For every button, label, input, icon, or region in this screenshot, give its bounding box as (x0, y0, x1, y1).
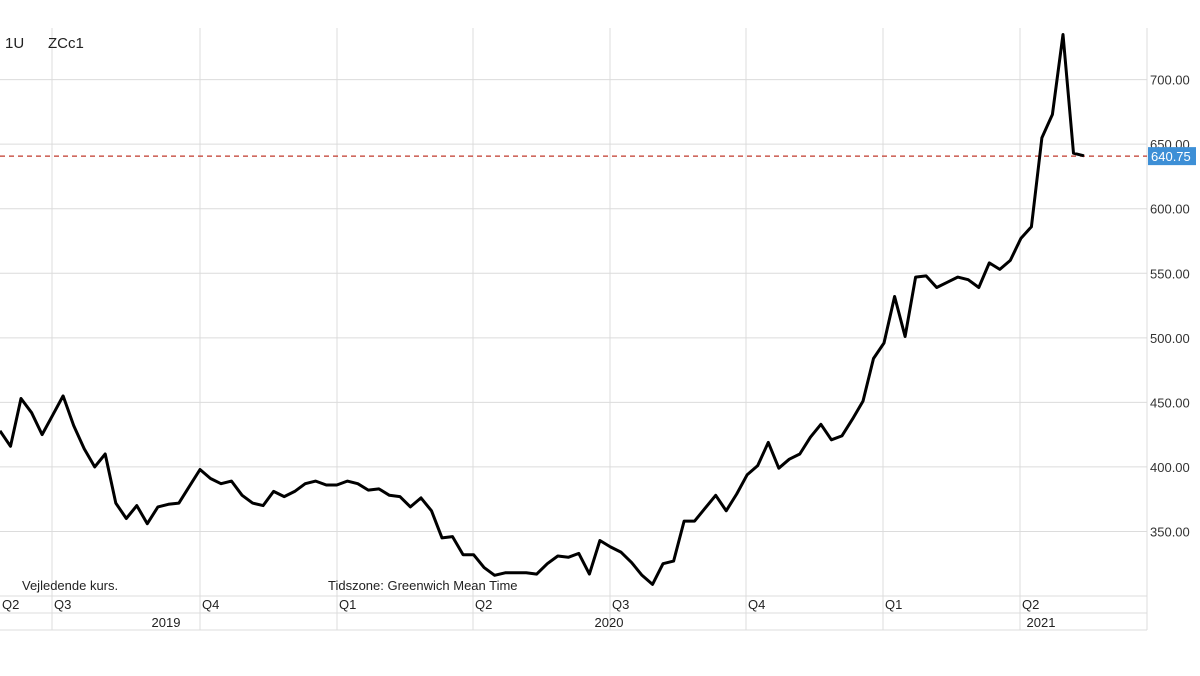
x-quarter-label: Q1 (885, 597, 902, 612)
x-year-label: 2020 (595, 615, 624, 630)
y-tick-label: 450.00 (1150, 395, 1190, 410)
horizontal-gridlines (0, 79, 1147, 532)
x-quarter-label: Q2 (1022, 597, 1039, 612)
x-quarter-label: Q3 (54, 597, 71, 612)
y-axis-ticks: 350.00400.00450.00500.00550.00600.00650.… (1150, 73, 1190, 540)
current-price-tag: 640.75 (1148, 147, 1196, 166)
interval-label[interactable]: 1U (5, 35, 24, 52)
y-tick-label: 700.00 (1150, 73, 1190, 88)
x-quarter-label: Q2 (475, 597, 492, 612)
series-line (0, 33, 1085, 586)
current-price-label: 640.75 (1151, 149, 1191, 164)
symbol-label[interactable]: ZCc1 (48, 35, 84, 52)
x-year-label: 2019 (152, 615, 181, 630)
x-quarter-label: Q4 (202, 597, 219, 612)
current-price-tag-bg (1148, 147, 1196, 166)
y-tick-label: 350.00 (1150, 524, 1190, 539)
x-year-label: 2021 (1027, 615, 1056, 630)
x-quarter-label: Q3 (612, 597, 629, 612)
axis-frame (0, 28, 1148, 631)
y-tick-label: 500.00 (1150, 331, 1190, 346)
x-quarter-label: Q4 (748, 597, 765, 612)
y-tick-label: 400.00 (1150, 460, 1190, 475)
x-axis-year-labels: 2019 2020 2021 (152, 615, 1056, 630)
y-tick-label: 600.00 (1150, 202, 1190, 217)
timezone-label: Tidszone: Greenwich Mean Time (328, 578, 518, 593)
indicative-price-note: Vejledende kurs. (22, 578, 118, 593)
x-axis-quarter-labels: Q2 Q3 Q4 Q1 Q2 Q3 Q4 Q1 Q2 (2, 597, 1039, 612)
x-quarter-label: Q2 (2, 597, 19, 612)
y-tick-label: 550.00 (1150, 266, 1190, 281)
x-quarter-label: Q1 (339, 597, 356, 612)
vertical-gridlines (51, 28, 1021, 630)
